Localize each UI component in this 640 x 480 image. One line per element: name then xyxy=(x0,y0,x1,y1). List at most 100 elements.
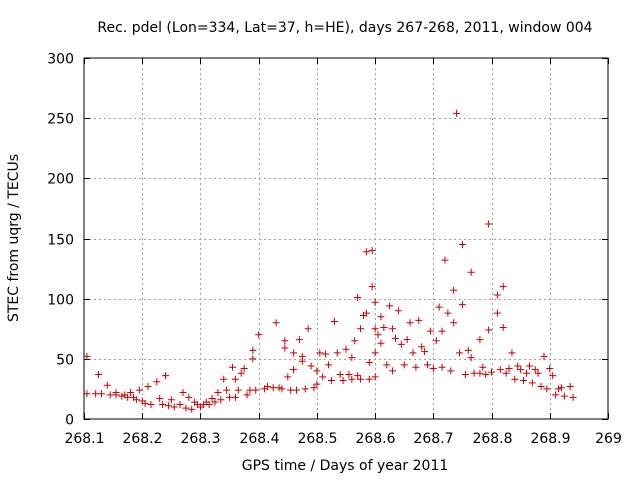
data-point xyxy=(284,373,292,381)
data-point xyxy=(228,363,236,371)
data-point xyxy=(167,396,175,404)
data-point xyxy=(435,303,443,311)
y-tick-label: 100 xyxy=(47,293,74,309)
data-point xyxy=(354,372,362,380)
data-point xyxy=(83,390,91,398)
data-point xyxy=(499,283,507,291)
data-point xyxy=(217,396,225,404)
data-point xyxy=(464,346,472,354)
data-point xyxy=(83,352,91,360)
data-point xyxy=(357,375,365,383)
x-tick-label: 269 xyxy=(595,431,622,447)
data-point xyxy=(458,241,466,249)
data-point xyxy=(368,283,376,291)
data-point xyxy=(179,389,187,397)
data-point xyxy=(319,373,327,381)
data-point xyxy=(493,309,501,317)
data-point xyxy=(476,336,484,344)
data-point xyxy=(537,383,545,391)
data-point xyxy=(476,369,484,377)
data-point xyxy=(406,319,414,327)
data-point xyxy=(441,256,449,264)
data-point xyxy=(394,307,402,315)
x-tick-label: 268.2 xyxy=(122,431,162,447)
x-axis-label: GPS time / Days of year 2011 xyxy=(242,458,449,474)
data-point xyxy=(339,376,347,384)
data-point xyxy=(159,401,167,409)
data-point xyxy=(552,391,560,399)
data-point xyxy=(220,375,228,383)
data-point xyxy=(522,369,530,377)
data-point xyxy=(316,349,324,357)
data-point xyxy=(397,340,405,348)
grid xyxy=(84,58,608,419)
data-point xyxy=(354,293,362,301)
data-point xyxy=(444,309,452,317)
data-point xyxy=(386,302,394,310)
data-point xyxy=(432,337,440,345)
data-point xyxy=(240,364,248,372)
data-point xyxy=(310,384,318,392)
data-point xyxy=(164,402,172,410)
data-point xyxy=(144,383,152,391)
x-tick-label: 268.7 xyxy=(413,431,453,447)
data-point xyxy=(400,361,408,369)
data-point xyxy=(290,366,298,374)
data-point xyxy=(170,403,178,411)
data-point xyxy=(211,398,219,406)
data-point xyxy=(357,325,365,333)
y-axis-label: STEC from uqrg / TECUs xyxy=(6,154,22,322)
data-point xyxy=(348,354,356,362)
data-point xyxy=(362,248,370,256)
data-point xyxy=(365,375,373,383)
data-point xyxy=(560,392,568,400)
data-point xyxy=(368,247,376,255)
data-point xyxy=(429,364,437,372)
axis-ticks: 268.1 268.2 268.3 268.4 268.5 268.6 268.7 268.8… xyxy=(47,52,622,448)
data-point xyxy=(380,324,388,332)
data-point xyxy=(141,399,149,407)
data-point xyxy=(488,368,496,376)
data-point xyxy=(371,349,379,357)
y-tick-label: 250 xyxy=(47,112,74,128)
data-point xyxy=(132,396,140,404)
data-point xyxy=(118,392,126,400)
x-tick-label: 268.4 xyxy=(239,431,279,447)
data-point xyxy=(438,327,446,335)
data-point xyxy=(325,361,333,369)
data-point xyxy=(531,366,539,374)
data-point xyxy=(485,326,493,334)
y-tick-label: 200 xyxy=(47,172,74,188)
data-point xyxy=(103,381,111,389)
data-point xyxy=(569,393,577,401)
data-point xyxy=(450,286,458,294)
data-point xyxy=(403,336,411,344)
data-point xyxy=(415,316,423,324)
data-point xyxy=(249,355,257,363)
data-point xyxy=(243,391,251,399)
data-point xyxy=(153,378,161,386)
data-point xyxy=(549,372,557,380)
x-tick-label: 268.6 xyxy=(355,431,395,447)
data-point xyxy=(511,375,519,383)
data-point xyxy=(304,325,312,333)
data-point xyxy=(496,366,504,374)
data-point xyxy=(426,327,434,335)
data-point xyxy=(566,383,574,391)
data-point xyxy=(313,367,321,375)
data-point xyxy=(412,363,420,371)
data-point xyxy=(421,348,429,356)
data-point xyxy=(458,301,466,309)
data-point xyxy=(135,386,143,394)
data-point xyxy=(281,337,289,345)
plot-frame xyxy=(83,57,609,420)
data-point xyxy=(456,349,464,357)
data-point xyxy=(389,325,397,333)
x-tick-label: 268.3 xyxy=(180,431,220,447)
data-point xyxy=(447,367,455,375)
data-point xyxy=(231,393,239,401)
data-point xyxy=(528,379,536,387)
data-point xyxy=(453,109,461,117)
data-point xyxy=(182,404,190,412)
